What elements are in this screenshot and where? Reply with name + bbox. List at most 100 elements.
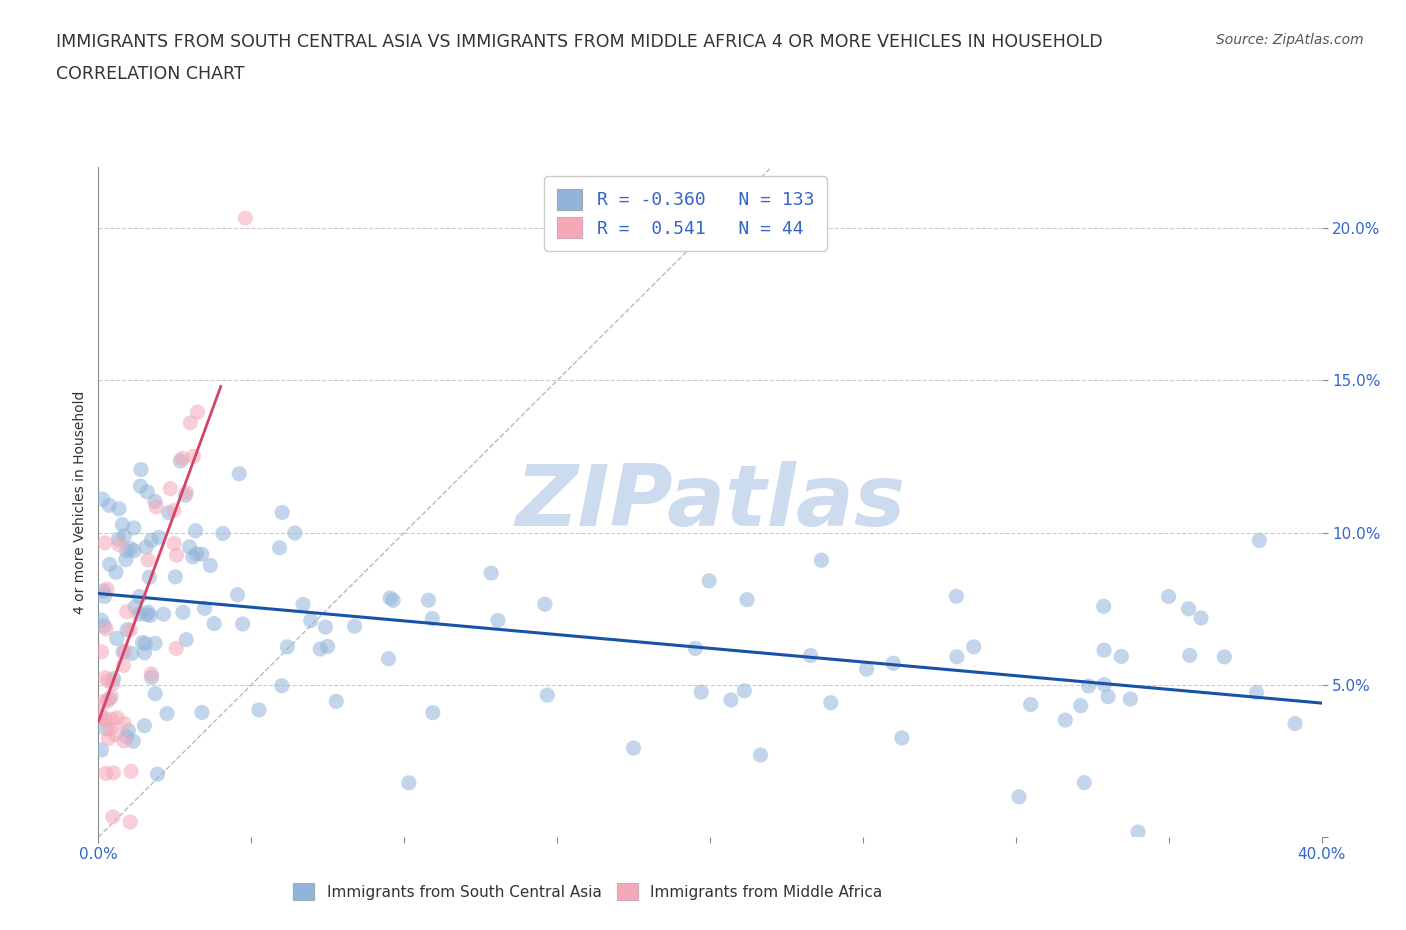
Point xyxy=(420,611,443,626)
Point xyxy=(799,648,821,663)
Point xyxy=(271,505,294,520)
Point xyxy=(623,740,645,755)
Point xyxy=(141,670,163,684)
Point xyxy=(98,557,121,572)
Point xyxy=(174,632,197,647)
Point xyxy=(697,574,720,589)
Point xyxy=(141,533,163,548)
Point xyxy=(128,606,150,621)
Point xyxy=(100,711,122,726)
Point xyxy=(226,588,249,603)
Point xyxy=(143,494,166,509)
Point xyxy=(136,552,159,567)
Point xyxy=(90,613,112,628)
Point xyxy=(134,718,156,733)
Point xyxy=(165,641,187,656)
Point xyxy=(112,658,135,673)
Point xyxy=(1213,649,1236,664)
Point xyxy=(94,536,117,551)
Text: Source: ZipAtlas.com: Source: ZipAtlas.com xyxy=(1216,33,1364,46)
Point xyxy=(1092,643,1115,658)
Point xyxy=(1070,698,1092,713)
Point xyxy=(112,644,135,659)
Point xyxy=(1008,790,1031,804)
Point xyxy=(129,479,152,494)
Point xyxy=(810,552,832,567)
Point xyxy=(115,604,138,619)
Point xyxy=(108,501,131,516)
Point xyxy=(232,617,254,631)
Point xyxy=(720,693,742,708)
Point xyxy=(120,622,142,637)
Point xyxy=(1126,825,1149,840)
Point xyxy=(157,505,180,520)
Point xyxy=(685,641,707,656)
Point xyxy=(325,694,347,709)
Point xyxy=(377,651,399,666)
Point xyxy=(191,705,214,720)
Point xyxy=(1097,689,1119,704)
Point xyxy=(169,454,191,469)
Point xyxy=(190,547,212,562)
Point xyxy=(143,636,166,651)
Point xyxy=(103,671,125,686)
Point xyxy=(94,722,117,737)
Point xyxy=(141,667,163,682)
Point xyxy=(112,528,135,543)
Text: CORRELATION CHART: CORRELATION CHART xyxy=(56,65,245,83)
Point xyxy=(96,694,118,709)
Point xyxy=(946,649,969,664)
Point xyxy=(172,451,194,466)
Point xyxy=(146,766,169,781)
Point xyxy=(96,581,118,596)
Point xyxy=(690,684,713,699)
Point xyxy=(536,687,558,702)
Point xyxy=(1092,677,1115,692)
Point xyxy=(104,565,127,579)
Point xyxy=(97,673,120,688)
Point xyxy=(131,635,153,650)
Point xyxy=(890,730,912,745)
Point xyxy=(120,764,142,778)
Point xyxy=(247,702,270,717)
Point xyxy=(270,678,292,693)
Point xyxy=(855,661,877,676)
Point xyxy=(1119,692,1142,707)
Point xyxy=(1111,649,1133,664)
Point xyxy=(135,539,157,554)
Point xyxy=(184,524,207,538)
Point xyxy=(733,684,755,698)
Point xyxy=(156,706,179,721)
Point xyxy=(186,547,208,562)
Point xyxy=(945,589,967,604)
Point xyxy=(107,532,129,547)
Point xyxy=(98,498,121,512)
Point xyxy=(101,676,124,691)
Point xyxy=(292,597,315,612)
Point xyxy=(1178,648,1201,663)
Point xyxy=(148,530,170,545)
Point xyxy=(186,405,208,419)
Point xyxy=(139,608,162,623)
Point xyxy=(138,570,160,585)
Point xyxy=(136,604,159,619)
Point xyxy=(309,642,332,657)
Point xyxy=(115,730,138,745)
Point xyxy=(91,694,114,709)
Point xyxy=(101,809,124,824)
Point xyxy=(128,589,150,604)
Point xyxy=(1189,611,1212,626)
Point xyxy=(121,646,143,661)
Point xyxy=(120,815,142,830)
Point xyxy=(120,541,142,556)
Point xyxy=(134,645,156,660)
Point xyxy=(193,601,215,616)
Point xyxy=(735,592,758,607)
Point xyxy=(235,211,257,226)
Point xyxy=(122,734,145,749)
Point xyxy=(98,722,121,737)
Text: IMMIGRANTS FROM SOUTH CENTRAL ASIA VS IMMIGRANTS FROM MIDDLE AFRICA 4 OR MORE VE: IMMIGRANTS FROM SOUTH CENTRAL ASIA VS IM… xyxy=(56,33,1102,50)
Point xyxy=(172,604,194,619)
Point xyxy=(820,696,842,711)
Point xyxy=(269,540,291,555)
